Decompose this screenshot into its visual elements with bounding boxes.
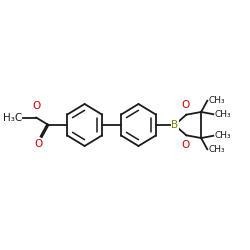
Text: B: B xyxy=(171,120,178,130)
Text: CH₃: CH₃ xyxy=(214,110,231,119)
Text: O: O xyxy=(32,101,40,111)
Text: O: O xyxy=(181,140,190,150)
Text: CH₃: CH₃ xyxy=(208,96,225,105)
Text: CH₃: CH₃ xyxy=(208,145,225,154)
Text: CH₃: CH₃ xyxy=(214,131,231,140)
Text: H₃C: H₃C xyxy=(3,112,22,122)
Text: O: O xyxy=(35,139,43,149)
Text: O: O xyxy=(181,100,190,110)
